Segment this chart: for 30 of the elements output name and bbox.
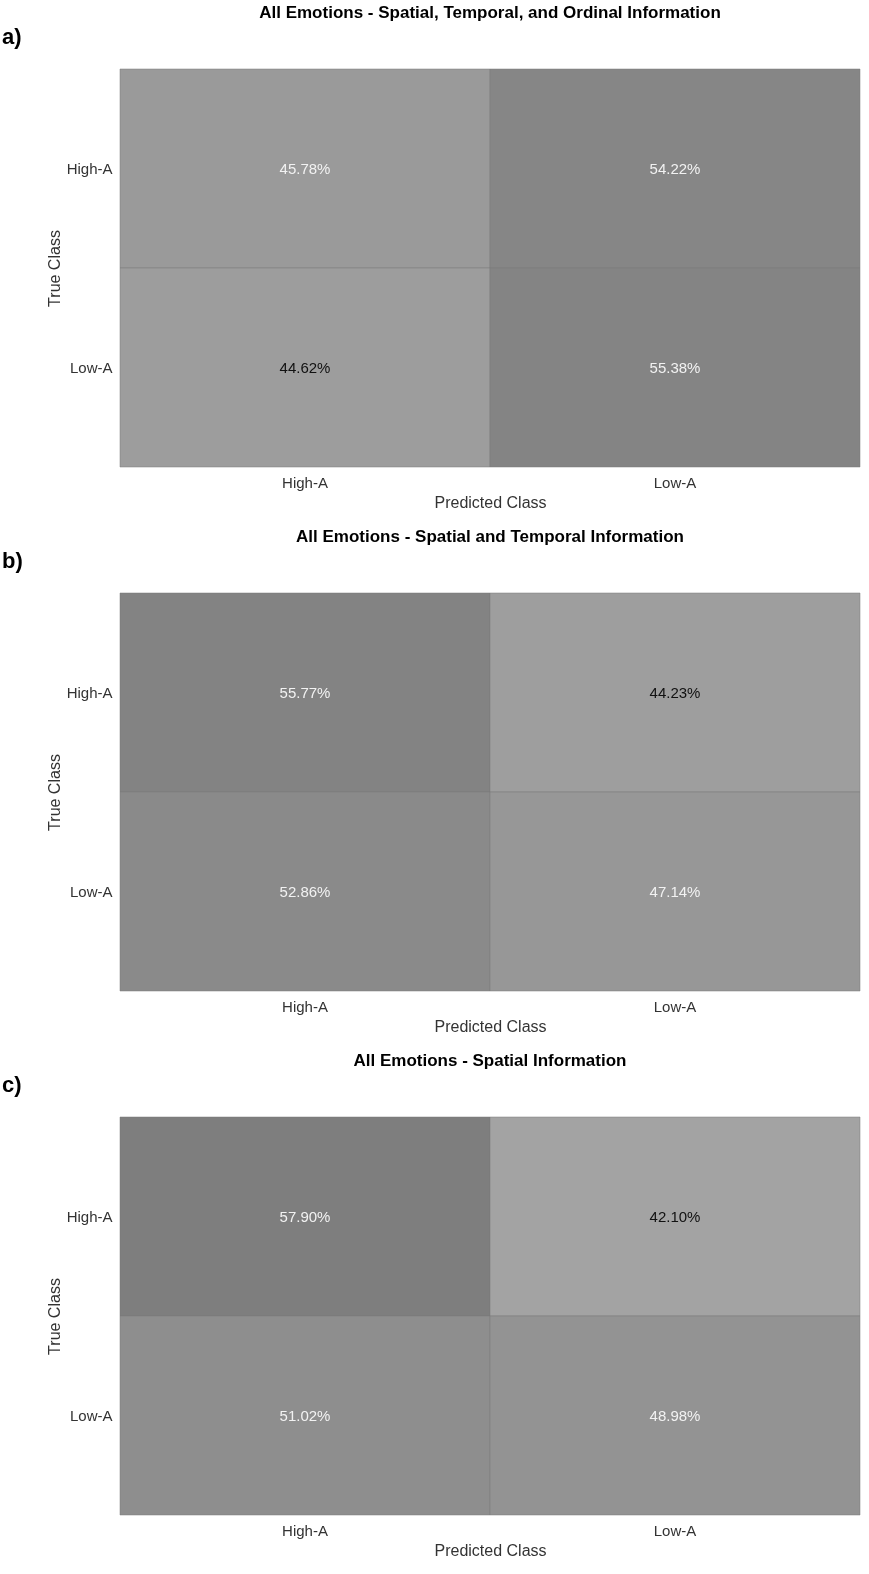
chart-title: All Emotions - Spatial and Temporal Information [296, 527, 684, 546]
y-tick-label: High-A [66, 683, 113, 701]
y-axis-title: True Class [45, 754, 63, 831]
y-tick-label: High-A [66, 159, 113, 177]
y-tick-label: Low-A [69, 358, 113, 376]
data-label: 48.98% [649, 1406, 701, 1424]
data-label: 44.62% [279, 358, 331, 376]
y-tick-label: High-A [66, 1207, 113, 1225]
y-tick-label: Low-A [69, 1406, 113, 1424]
annotation: a) [2, 24, 22, 49]
data-label: 54.22% [649, 159, 701, 177]
x-axis-title: Predicted Class [434, 1541, 547, 1559]
chart-title: All Emotions - Spatial Information [353, 1051, 627, 1070]
data-label: 55.38% [649, 358, 701, 376]
chart-title: All Emotions - Spatial, Temporal, and Ordinal Information [259, 3, 721, 22]
x-axis-title: Predicted Class [434, 1017, 547, 1035]
y-axis-title: True Class [45, 1278, 63, 1355]
data-label: 44.23% [649, 683, 701, 701]
y-axis-title: True Class [45, 230, 63, 307]
x-axis-title: Predicted Class [434, 493, 547, 511]
data-label: 45.78% [279, 159, 331, 177]
annotation: b) [2, 548, 23, 573]
annotation: c) [2, 1072, 22, 1097]
data-label: 55.77% [279, 683, 331, 701]
data-label: 52.86% [279, 882, 331, 900]
data-label: 51.02% [279, 1406, 331, 1424]
data-label: 47.14% [649, 882, 701, 900]
data-label: 42.10% [649, 1207, 701, 1225]
data-label: 57.90% [279, 1207, 331, 1225]
y-tick-label: Low-A [69, 882, 113, 900]
